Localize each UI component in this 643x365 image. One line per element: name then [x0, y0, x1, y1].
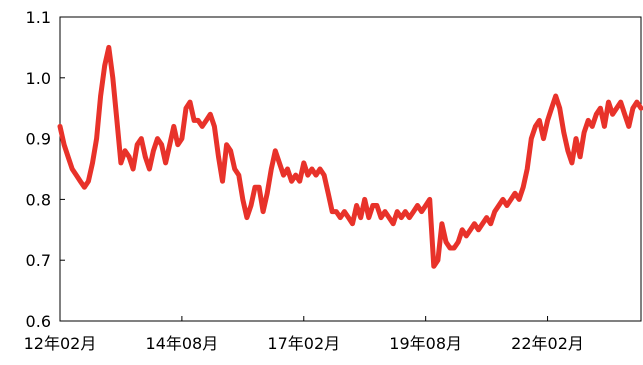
plot-border	[59, 16, 642, 322]
y-tick-label: 0.6	[26, 312, 51, 331]
y-tick-label: 1.1	[26, 8, 51, 27]
y-tick-label: 1.0	[26, 69, 51, 88]
series-line	[57, 44, 643, 269]
x-tick-label: 12年02月	[24, 334, 97, 353]
x-tick-label: 22年02月	[511, 334, 584, 353]
plot-frame	[59, 16, 642, 322]
x-tick-label: 19年08月	[389, 334, 462, 353]
y-tick-label: 0.8	[26, 190, 51, 209]
x-tick-label: 17年02月	[267, 334, 340, 353]
y-tick-label: 0.7	[26, 251, 51, 270]
series-layer	[57, 44, 643, 269]
y-axis: 0.6 0.7 0.8 0.9 1.0 1.1	[26, 8, 65, 331]
y-tick-label: 0.9	[26, 130, 51, 149]
x-axis: 12年02月 14年08月 17年02月 19年08月 22年02月	[24, 316, 584, 353]
x-tick-label: 14年08月	[146, 334, 219, 353]
